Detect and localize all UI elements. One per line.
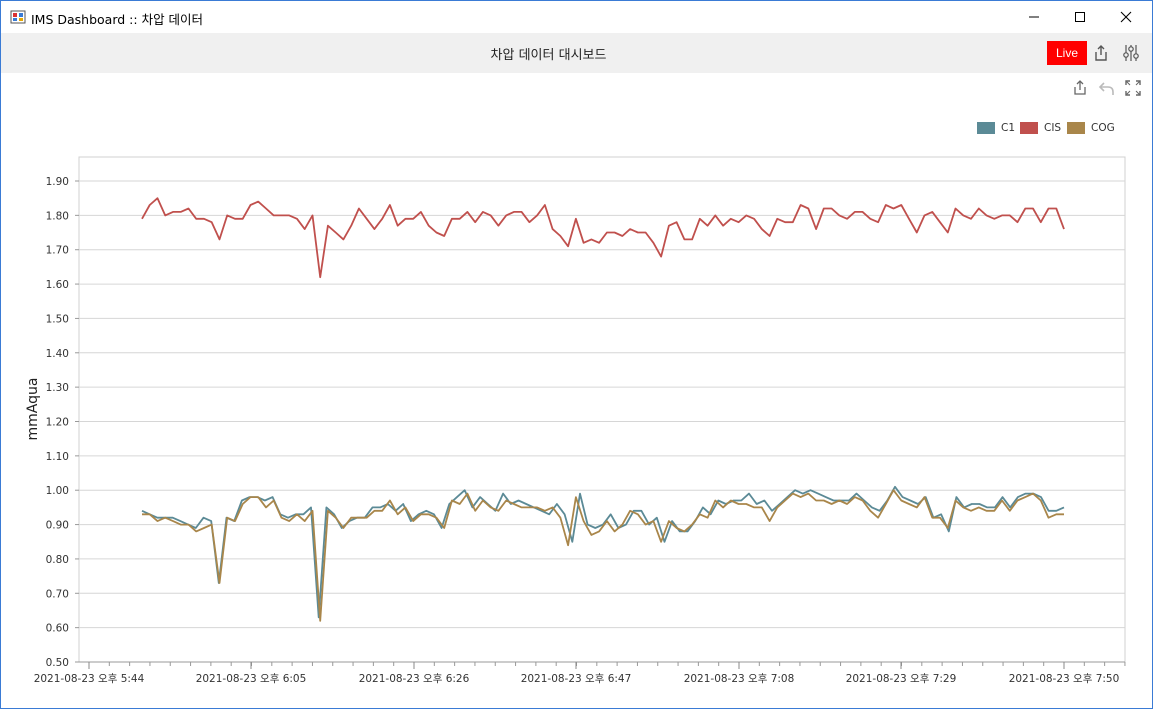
window-title: IMS Dashboard :: 차압 데이터 bbox=[31, 12, 204, 27]
close-button[interactable] bbox=[1103, 1, 1149, 33]
y-tick-label: 1.60 bbox=[46, 279, 69, 291]
legend-swatch-cog bbox=[1067, 122, 1085, 134]
undo-icon[interactable] bbox=[1098, 79, 1116, 97]
x-tick-label: 2021-08-23 오후 6:47 bbox=[521, 673, 632, 685]
x-tick-label: 2021-08-23 오후 6:26 bbox=[359, 673, 470, 685]
maximize-button[interactable] bbox=[1057, 1, 1103, 33]
app-icon bbox=[10, 10, 26, 24]
dashboard-header: 차압 데이터 대시보드 Live bbox=[1, 33, 1152, 73]
share-icon[interactable] bbox=[1071, 79, 1089, 97]
line-chart[interactable]: 0.50 0.60 0.70 0.80 0.90 1.00 1.10 1.20 1.30 1.40… bbox=[1, 73, 1152, 708]
plot-area bbox=[78, 156, 1126, 663]
dashboard-title: 차압 데이터 대시보드 bbox=[490, 48, 607, 63]
legend-label-cis: CIS bbox=[1044, 122, 1062, 134]
chart-panel: C1 CIS COG 0.50 0.60 0.70 0.80 0.90 1.00 1.10 1… bbox=[1, 73, 1152, 708]
minimize-icon bbox=[1029, 16, 1039, 18]
minimize-button[interactable] bbox=[1011, 1, 1057, 33]
x-tick-label: 2021-08-23 오후 7:29 bbox=[846, 673, 957, 685]
share-icon[interactable] bbox=[1091, 43, 1111, 63]
legend-swatch-c1 bbox=[977, 122, 995, 134]
y-tick-label: 0.60 bbox=[46, 623, 69, 635]
y-tick-label: 1.50 bbox=[46, 313, 69, 325]
y-axis-title: mmAqua bbox=[25, 378, 41, 441]
series-line-cis[interactable] bbox=[141, 197, 1065, 279]
y-tick-label: 1.00 bbox=[46, 485, 69, 497]
x-tick-label: 2021-08-23 오후 7:50 bbox=[1009, 673, 1120, 685]
y-tick-label: 1.30 bbox=[46, 382, 69, 394]
y-tick-label: 1.70 bbox=[46, 245, 69, 257]
y-tick-label: 0.80 bbox=[46, 554, 69, 566]
fullscreen-icon[interactable] bbox=[1124, 79, 1142, 97]
title-bar[interactable]: IMS Dashboard :: 차압 데이터 bbox=[1, 1, 1152, 33]
live-button[interactable]: Live bbox=[1047, 41, 1087, 65]
x-tick-label: 2021-08-23 오후 7:08 bbox=[684, 673, 795, 685]
y-tick-label: 1.10 bbox=[46, 451, 69, 463]
y-tick-label: 1.20 bbox=[46, 417, 69, 429]
x-tick-label: 2021-08-23 오후 5:44 bbox=[34, 673, 145, 685]
legend-label-cog: COG bbox=[1091, 122, 1115, 134]
x-tick-label: 2021-08-23 오후 6:05 bbox=[196, 673, 307, 685]
series-line-cog[interactable] bbox=[142, 489, 1064, 622]
y-tick-label: 0.90 bbox=[46, 520, 69, 532]
close-icon bbox=[1120, 11, 1132, 23]
legend-swatch-cis bbox=[1020, 122, 1038, 134]
y-tick-label: 1.90 bbox=[46, 176, 69, 188]
y-tick-label: 0.70 bbox=[46, 588, 69, 600]
legend-label-c1: C1 bbox=[1001, 122, 1016, 134]
legend-item-cog[interactable]: COG bbox=[1067, 121, 1115, 135]
y-tick-label: 0.50 bbox=[46, 657, 69, 669]
sliders-icon[interactable] bbox=[1121, 43, 1141, 63]
legend-item-cis[interactable]: CIS bbox=[1020, 121, 1061, 135]
legend-item-c1[interactable]: C1 bbox=[977, 121, 1015, 135]
maximize-icon bbox=[1075, 12, 1085, 22]
y-tick-label: 1.40 bbox=[46, 348, 69, 360]
y-tick-label: 1.80 bbox=[46, 210, 69, 222]
